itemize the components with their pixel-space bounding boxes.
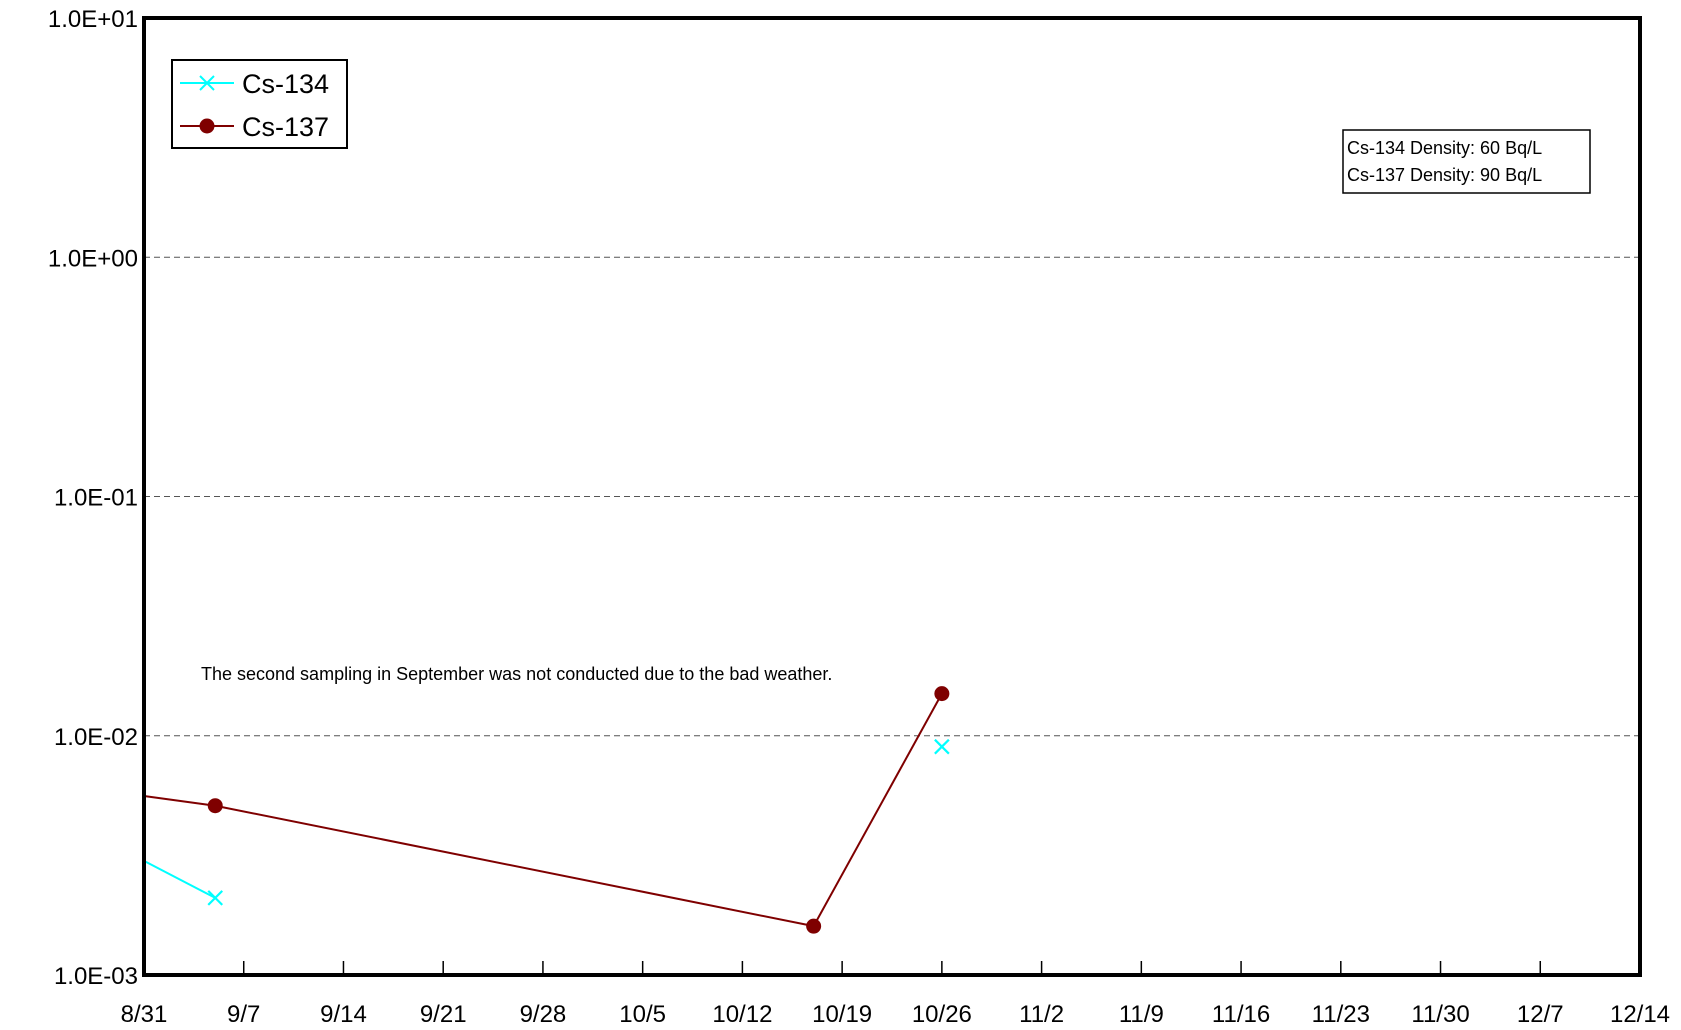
- x-axis: 8/31 9/7 9/14 9/21 9/28 10/5 10/12 10/19 10/26 11…: [121, 961, 1670, 1028]
- y-tick-label: 1.0E+00: [48, 245, 138, 272]
- legend-label-cs134: Cs-134: [242, 69, 329, 99]
- x-tick-label: 9/21: [420, 1001, 467, 1028]
- legend-box: [171, 59, 348, 149]
- y-tick-label: 1.0E+01: [48, 6, 138, 33]
- data-point-cs137: [806, 918, 822, 934]
- y-axis: 1.0E-03 1.0E-02 1.0E-01 1.0E+00 1.0E+01: [48, 6, 138, 990]
- series-line-cs137: [143, 795, 216, 807]
- y-tick-label: 1.0E-03: [54, 963, 138, 990]
- density-line-cs134: Cs-134 Density: 60 Bq/L: [1347, 138, 1542, 158]
- y-tick-label: 1.0E-01: [54, 485, 138, 512]
- y-tick-label: 1.0E-02: [54, 724, 138, 751]
- data-point-cs137: [934, 686, 950, 702]
- x-tick-label: 9/14: [320, 1001, 367, 1028]
- legend-label-cs137: Cs-137: [242, 112, 329, 142]
- data-point-cs134: [934, 738, 950, 755]
- data-point-cs137: [207, 798, 223, 814]
- x-tick-label: 10/19: [812, 1001, 872, 1028]
- plot-area: [142, 16, 1642, 977]
- x-tick-label: 11/23: [1312, 1001, 1370, 1028]
- annotation-note: The second sampling in September was not…: [201, 664, 832, 684]
- x-tick-label: 11/30: [1411, 1001, 1469, 1028]
- x-tick-label: 12/7: [1517, 1001, 1564, 1028]
- density-line-cs137: Cs-137 Density: 90 Bq/L: [1347, 165, 1542, 185]
- x-tick-label: 10/12: [712, 1001, 772, 1028]
- x-tick-label: 12/14: [1610, 1001, 1670, 1028]
- series-line-cs137: [215, 804, 814, 928]
- x-tick-label: 8/31: [121, 1001, 168, 1028]
- legend-marker-cs137: [199, 118, 215, 134]
- density-box-frame: [1342, 129, 1591, 194]
- legend: Cs-134 Cs-137: [171, 59, 348, 149]
- x-tick-label: 9/28: [520, 1001, 567, 1028]
- x-tick-label: 11/9: [1119, 1001, 1164, 1028]
- legend-marker-cs134: [199, 75, 215, 91]
- data-point-cs134: [207, 890, 224, 906]
- x-tick-label: 10/26: [912, 1001, 972, 1028]
- series-layer: [143, 686, 950, 934]
- series-line-cs134: [143, 859, 216, 899]
- x-tick-label: 11/2: [1019, 1001, 1064, 1028]
- x-tick-label: 11/16: [1212, 1001, 1270, 1028]
- series-line-cs137: [812, 693, 943, 927]
- x-tick-label: 10/5: [619, 1001, 666, 1028]
- density-box: Cs-134 Density: 60 Bq/L Cs-137 Density: …: [1342, 129, 1591, 194]
- x-tick-label: 9/7: [227, 1001, 260, 1028]
